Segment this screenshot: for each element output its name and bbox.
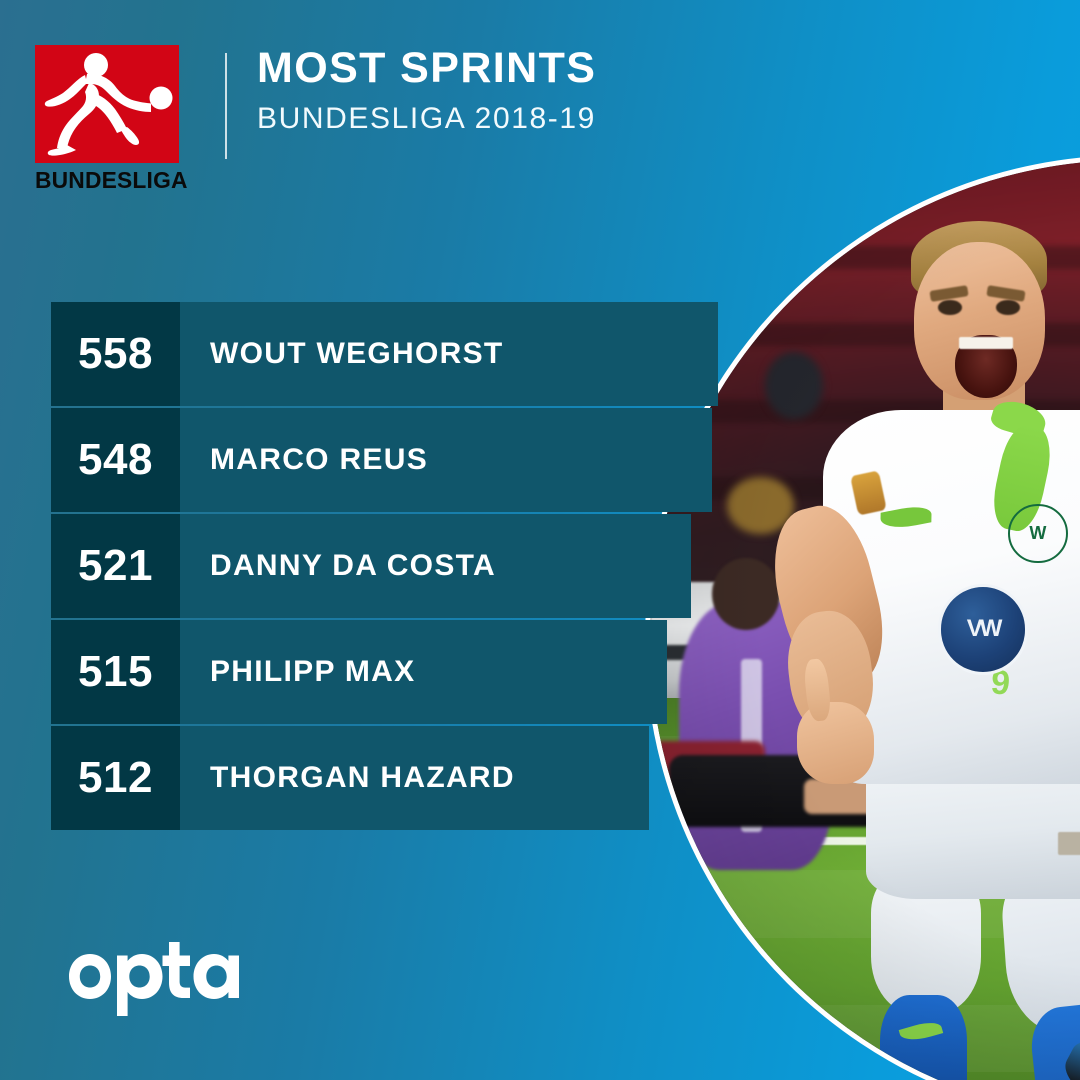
table-row[interactable]: 512 THORGAN HAZARD bbox=[51, 726, 649, 830]
value-label: 515 bbox=[78, 647, 153, 696]
page-subtitle: BUNDESLIGA 2018-19 bbox=[257, 102, 596, 136]
photo-inner: 9 bbox=[650, 160, 1080, 1080]
player-eye-right bbox=[995, 300, 1020, 315]
header-text: MOST SPRINTS BUNDESLIGA 2018-19 bbox=[257, 45, 596, 134]
value-label: 512 bbox=[78, 753, 153, 802]
opta-logo bbox=[64, 936, 254, 1025]
value-box: 515 bbox=[51, 620, 180, 724]
table-row[interactable]: 515 PHILIPP MAX bbox=[51, 620, 667, 724]
value-label: 548 bbox=[78, 435, 153, 484]
background-player-head bbox=[712, 558, 780, 631]
player-name: PHILIPP MAX bbox=[210, 655, 416, 688]
header: BUNDESLIGA MOST SPRINTS BUNDESLIGA 2018-… bbox=[35, 45, 655, 210]
bar: MARCO REUS bbox=[180, 408, 712, 512]
opta-wordmark-icon bbox=[69, 942, 239, 1016]
bundesliga-logo-square bbox=[35, 45, 179, 163]
pitch-line bbox=[650, 836, 1080, 846]
player-name: THORGAN HAZARD bbox=[210, 761, 515, 794]
player-hand bbox=[796, 702, 874, 784]
header-divider bbox=[225, 53, 227, 159]
bar: WOUT WEGHORST bbox=[180, 302, 718, 406]
player-name: WOUT WEGHORST bbox=[210, 337, 504, 370]
bundesliga-wordmark: BUNDESLIGA bbox=[35, 167, 188, 193]
value-box: 558 bbox=[51, 302, 180, 406]
player-teeth bbox=[959, 336, 1013, 350]
value-box: 512 bbox=[51, 726, 180, 830]
table-row[interactable]: 558 WOUT WEGHORST bbox=[51, 302, 718, 406]
bar: DANNY DA COSTA bbox=[180, 514, 691, 618]
player-name: DANNY DA COSTA bbox=[210, 549, 496, 582]
bar: THORGAN HAZARD bbox=[180, 726, 649, 830]
bar: PHILIPP MAX bbox=[180, 620, 667, 724]
player-celebration-photo: 9 bbox=[650, 160, 1080, 1080]
table-row[interactable]: 521 DANNY DA COSTA bbox=[51, 514, 691, 618]
shorts-tag bbox=[1058, 832, 1080, 856]
value-box: 548 bbox=[51, 408, 180, 512]
value-box: 521 bbox=[51, 514, 180, 618]
player-name: MARCO REUS bbox=[210, 443, 429, 476]
wolfsburg-crest-icon bbox=[1008, 503, 1068, 564]
value-label: 558 bbox=[78, 329, 153, 378]
crowd-blob bbox=[765, 352, 823, 420]
bundesliga-logo: BUNDESLIGA bbox=[35, 45, 188, 193]
grass-mow-band bbox=[650, 1004, 1080, 1072]
player-eye-left bbox=[938, 300, 962, 315]
footballer-kicking-icon bbox=[44, 53, 173, 156]
value-label: 521 bbox=[78, 541, 153, 590]
page-title: MOST SPRINTS bbox=[257, 44, 597, 92]
table-row[interactable]: 548 MARCO REUS bbox=[51, 408, 712, 512]
volkswagen-logo-icon bbox=[938, 584, 1029, 675]
